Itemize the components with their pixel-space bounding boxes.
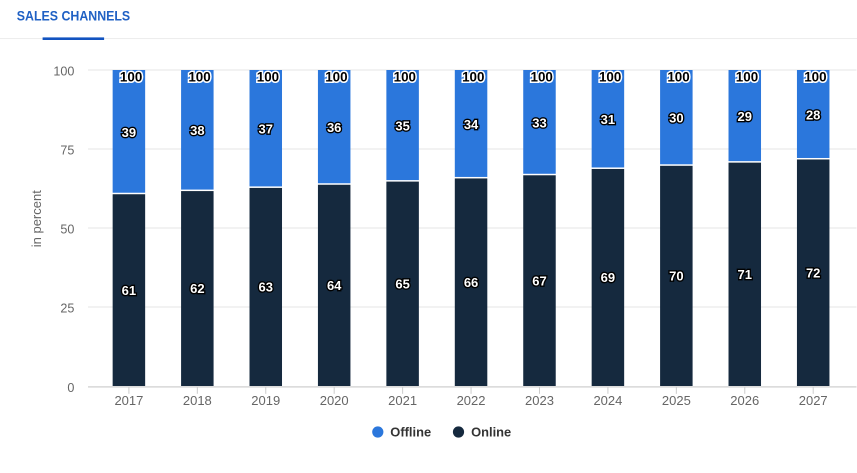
svg-text:29: 29 — [738, 109, 752, 124]
svg-text:100: 100 — [120, 70, 142, 85]
svg-text:2026: 2026 — [730, 393, 759, 408]
svg-text:SALES CHANNELS: SALES CHANNELS — [17, 8, 130, 24]
svg-text:2019: 2019 — [251, 393, 280, 408]
svg-text:61: 61 — [122, 283, 136, 298]
svg-text:66: 66 — [464, 275, 478, 290]
svg-text:30: 30 — [669, 111, 683, 126]
svg-text:69: 69 — [601, 270, 615, 285]
svg-text:Online: Online — [471, 424, 511, 439]
svg-text:100: 100 — [736, 70, 758, 85]
svg-text:2017: 2017 — [114, 393, 143, 408]
svg-text:100: 100 — [394, 70, 416, 85]
svg-text:100: 100 — [531, 70, 553, 85]
svg-text:2024: 2024 — [593, 393, 622, 408]
svg-text:65: 65 — [395, 277, 409, 292]
svg-text:2020: 2020 — [320, 393, 349, 408]
svg-text:100: 100 — [188, 70, 210, 85]
svg-text:72: 72 — [806, 265, 820, 280]
svg-text:Offline: Offline — [390, 424, 431, 439]
svg-text:100: 100 — [599, 70, 621, 85]
svg-text:2027: 2027 — [799, 393, 828, 408]
svg-text:39: 39 — [122, 125, 136, 140]
svg-text:64: 64 — [327, 278, 342, 293]
svg-text:2025: 2025 — [662, 393, 691, 408]
svg-text:31: 31 — [601, 112, 615, 127]
svg-text:70: 70 — [669, 269, 683, 284]
svg-text:50: 50 — [60, 222, 74, 236]
svg-text:35: 35 — [395, 119, 409, 134]
svg-text:62: 62 — [190, 281, 204, 296]
svg-text:28: 28 — [806, 107, 820, 122]
svg-text:100: 100 — [804, 70, 826, 85]
svg-text:100: 100 — [667, 70, 689, 85]
svg-text:in percent: in percent — [29, 190, 44, 247]
svg-text:33: 33 — [532, 115, 546, 130]
svg-text:25: 25 — [60, 301, 74, 315]
svg-text:100: 100 — [462, 70, 484, 85]
svg-text:2021: 2021 — [388, 393, 417, 408]
svg-text:63: 63 — [259, 280, 273, 295]
svg-text:75: 75 — [60, 143, 74, 157]
svg-text:2022: 2022 — [457, 393, 486, 408]
svg-text:0: 0 — [67, 381, 74, 395]
svg-text:100: 100 — [257, 70, 279, 85]
svg-text:34: 34 — [464, 117, 479, 132]
svg-text:100: 100 — [53, 64, 74, 78]
svg-text:67: 67 — [532, 273, 546, 288]
svg-text:2018: 2018 — [183, 393, 212, 408]
svg-text:38: 38 — [190, 123, 204, 138]
svg-text:100: 100 — [325, 70, 347, 85]
svg-text:37: 37 — [259, 122, 273, 137]
svg-text:71: 71 — [738, 267, 752, 282]
svg-text:2023: 2023 — [525, 393, 554, 408]
svg-text:36: 36 — [327, 120, 341, 135]
